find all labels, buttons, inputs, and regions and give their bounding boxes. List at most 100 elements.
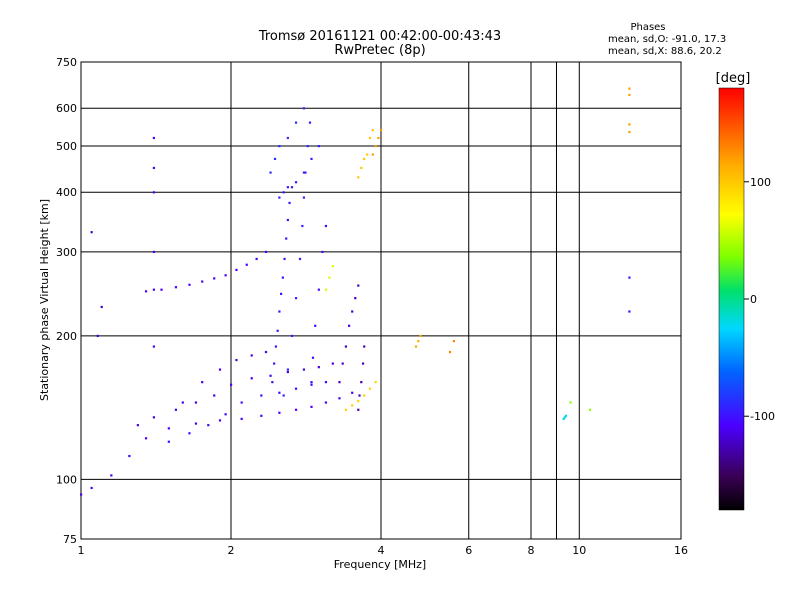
colorbar-ticks: 100 0 -100 <box>744 176 775 423</box>
colorbar: [deg] 100 0 -100 <box>716 71 775 511</box>
data-point <box>273 362 276 365</box>
data-point <box>128 454 131 458</box>
data-point <box>368 387 372 390</box>
data-point <box>136 424 139 427</box>
data-point <box>250 354 253 357</box>
x-tick-label: 8 <box>528 544 535 557</box>
x-axis-label: Frequency [MHz] <box>334 558 426 571</box>
data-point <box>344 345 348 348</box>
data-point <box>250 377 253 380</box>
colorbar-tick-label: 0 <box>750 293 757 306</box>
data-point <box>213 394 216 397</box>
data-point <box>331 265 334 268</box>
phases-x-stats: mean, sd,X: 88.6, 20.2 <box>608 46 722 57</box>
data-point <box>628 93 631 97</box>
data-point <box>311 356 315 359</box>
data-point <box>188 432 191 435</box>
data-point <box>569 401 572 404</box>
x-tick-label: 4 <box>378 544 385 557</box>
data-point <box>274 345 277 348</box>
data-point <box>273 157 277 161</box>
data-point <box>167 427 170 430</box>
y-axis-label: Stationary phase Virtual Height [km] <box>38 199 51 401</box>
data-point <box>278 310 281 313</box>
data-point <box>317 288 320 291</box>
data-point <box>194 401 198 404</box>
data-point <box>310 157 313 161</box>
data-point <box>371 129 374 132</box>
data-point <box>363 157 366 161</box>
data-point <box>363 394 366 397</box>
data-point <box>317 144 320 148</box>
data-point <box>302 171 306 174</box>
chart-subtitle: RwPretec (8p) <box>334 43 425 58</box>
x-tick-label: 2 <box>228 544 235 557</box>
data-point <box>240 417 243 420</box>
x-tick-label: 6 <box>465 544 472 557</box>
y-tick-label: 750 <box>56 56 77 69</box>
data-point <box>417 340 420 343</box>
data-point <box>235 268 238 272</box>
data-point <box>298 257 302 261</box>
colorbar-label: [deg] <box>716 71 751 86</box>
data-point <box>324 288 328 291</box>
data-point <box>302 107 306 110</box>
data-point <box>341 362 344 365</box>
data-point <box>294 121 298 124</box>
data-point <box>310 383 313 386</box>
data-point <box>160 288 163 291</box>
data-point <box>294 181 298 184</box>
data-point <box>317 366 320 369</box>
data-point <box>328 276 331 279</box>
data-point <box>324 381 328 384</box>
data-point <box>331 362 334 365</box>
y-tick-label: 600 <box>56 102 77 115</box>
chart-title: Tromsø 20161121 00:42:00-00:43:43 <box>258 29 501 44</box>
data-point <box>310 381 313 384</box>
data-point <box>301 224 304 228</box>
y-tick-label: 100 <box>56 473 77 486</box>
data-point <box>240 401 243 404</box>
data-point <box>144 290 148 293</box>
data-point <box>321 250 324 254</box>
data-point <box>310 405 313 408</box>
data-point <box>286 368 289 371</box>
data-point <box>347 324 351 327</box>
data-point <box>628 310 631 313</box>
data-point <box>324 401 328 404</box>
data-point <box>213 277 216 280</box>
data-point <box>628 87 631 90</box>
colorbar-gradient <box>718 87 745 511</box>
data-point <box>414 345 418 348</box>
data-point <box>380 129 383 132</box>
data-point <box>181 401 184 404</box>
data-point <box>306 144 309 148</box>
data-point <box>371 153 374 156</box>
data-point <box>366 153 369 156</box>
data-point <box>90 231 93 234</box>
data-point <box>110 474 113 477</box>
data-point <box>628 123 631 126</box>
data-point <box>286 136 289 140</box>
data-point <box>588 408 592 411</box>
x-tick-label: 16 <box>674 544 688 557</box>
y-tick-label: 200 <box>56 330 77 343</box>
data-point <box>152 345 156 348</box>
data-point <box>276 329 279 332</box>
data-point <box>324 224 328 228</box>
data-point <box>152 166 156 170</box>
data-point <box>230 383 233 386</box>
data-point <box>269 171 272 174</box>
data-point <box>281 276 284 279</box>
data-point <box>344 408 348 411</box>
data-point <box>452 340 456 343</box>
data-point <box>294 297 298 300</box>
data-point <box>260 394 263 397</box>
y-tick-label: 400 <box>56 186 77 199</box>
phases-heading: Phases <box>630 22 665 33</box>
data-point <box>363 345 366 348</box>
data-point <box>314 324 317 327</box>
data-point <box>357 408 360 411</box>
data-point <box>271 381 274 384</box>
